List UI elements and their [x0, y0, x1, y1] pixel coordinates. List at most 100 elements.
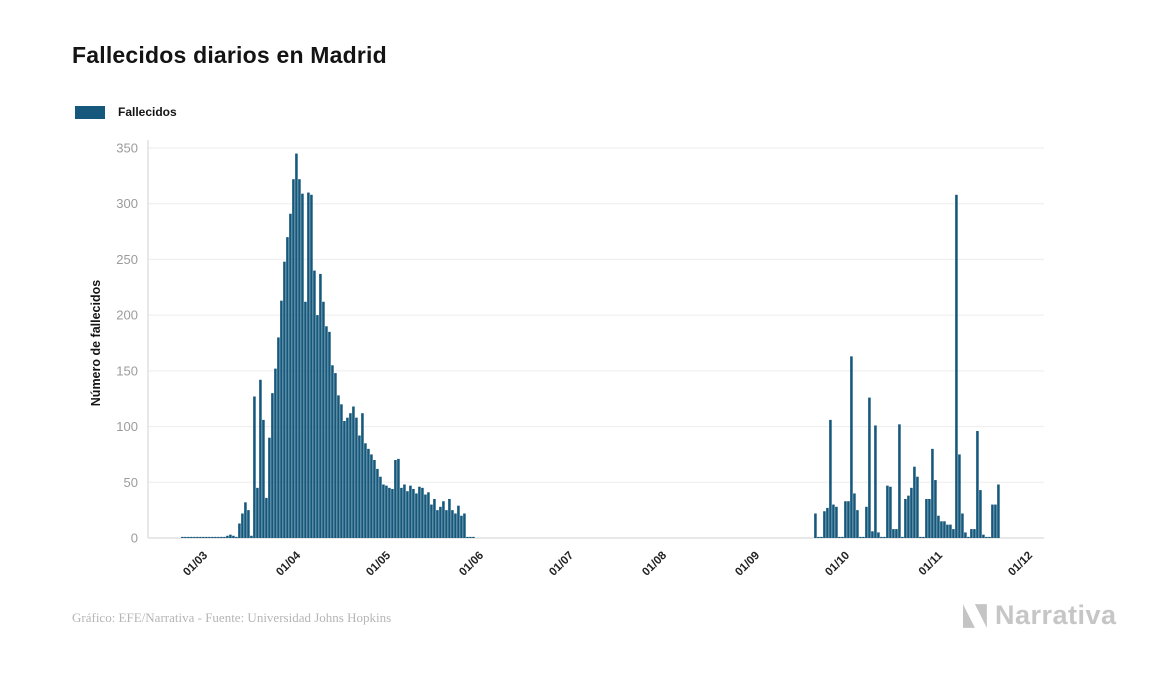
bar — [211, 536, 214, 538]
x-tick: 01/10 — [823, 550, 852, 579]
bar — [850, 356, 853, 538]
bar — [352, 406, 355, 538]
bar — [817, 536, 820, 538]
bar — [871, 531, 874, 538]
bar — [823, 511, 826, 538]
bar — [877, 532, 880, 538]
bar — [295, 153, 298, 538]
bar — [952, 529, 955, 538]
bar — [841, 536, 844, 538]
bar — [937, 515, 940, 538]
bar — [457, 505, 460, 538]
bar — [307, 192, 310, 538]
x-tick-label: 01/10 — [823, 550, 852, 579]
bar — [283, 261, 286, 538]
bar — [247, 510, 250, 538]
bar — [313, 270, 316, 538]
bar — [862, 536, 865, 538]
x-tick: 01/04 — [274, 549, 303, 578]
bar — [253, 396, 256, 538]
bar — [235, 536, 238, 538]
bar — [337, 395, 340, 538]
bar — [298, 179, 301, 538]
bar — [364, 443, 367, 538]
bar — [304, 301, 307, 538]
bar — [895, 529, 898, 538]
bar — [250, 535, 253, 538]
x-tick-label: 01/07 — [547, 550, 576, 579]
bar — [880, 536, 883, 538]
bar — [328, 331, 331, 538]
bar — [448, 499, 451, 538]
y-tick-label: 350 — [116, 141, 138, 156]
bar — [256, 487, 259, 538]
bar — [847, 501, 850, 538]
bar — [310, 194, 313, 539]
bar — [982, 534, 985, 538]
bar — [949, 524, 952, 538]
bar — [940, 521, 943, 538]
bar — [979, 490, 982, 538]
x-tick-label: 01/08 — [640, 549, 669, 578]
x-tick-label: 01/12 — [1006, 550, 1035, 579]
bar — [400, 487, 403, 538]
bar — [280, 300, 283, 538]
bar — [859, 536, 862, 538]
bar — [898, 424, 901, 538]
bar — [184, 536, 187, 538]
bar — [334, 373, 337, 538]
bar — [226, 535, 229, 538]
legend-swatch — [75, 105, 105, 119]
bar — [934, 480, 937, 538]
x-tick-label: 01/09 — [733, 550, 762, 579]
bar — [466, 536, 469, 538]
bar — [451, 510, 454, 538]
bar — [463, 513, 466, 538]
bar — [214, 536, 217, 538]
bar — [832, 504, 835, 538]
y-axis-title: Número de fallecidos — [89, 280, 103, 406]
bar — [340, 404, 343, 538]
bar — [316, 315, 319, 538]
narrativa-logo-text: Narrativa — [995, 600, 1117, 630]
bar — [931, 448, 934, 538]
x-tick: 01/07 — [547, 550, 576, 579]
bar — [835, 506, 838, 538]
bar — [403, 484, 406, 538]
bar — [997, 484, 1000, 538]
bar — [916, 476, 919, 538]
bar — [238, 523, 241, 538]
bar — [391, 488, 394, 538]
bar — [883, 536, 886, 538]
y-tick-label: 100 — [116, 419, 138, 434]
bar — [325, 326, 328, 538]
bar — [907, 495, 910, 538]
bar — [829, 419, 832, 538]
legend: Fallecidos — [75, 105, 177, 119]
y-tick-label: 150 — [116, 363, 138, 378]
bar — [277, 337, 280, 538]
bar — [994, 504, 997, 538]
bar — [886, 485, 889, 538]
bar — [223, 536, 226, 538]
x-tick: 01/12 — [1006, 550, 1035, 579]
bar — [274, 368, 277, 538]
y-tick-label: 250 — [116, 252, 138, 267]
bar — [925, 499, 928, 538]
bar — [958, 454, 961, 538]
bar — [856, 510, 859, 538]
x-tick: 01/06 — [457, 550, 486, 579]
bar — [208, 536, 211, 538]
bar — [913, 466, 916, 538]
bar — [232, 535, 235, 538]
bar — [424, 494, 427, 538]
bar — [205, 536, 208, 538]
bar — [970, 529, 973, 538]
bar — [889, 486, 892, 538]
x-tick-label: 01/06 — [457, 550, 486, 579]
bar — [919, 536, 922, 538]
chart-title: Fallecidos diarios en Madrid — [72, 42, 387, 68]
bar — [868, 397, 871, 538]
bar — [343, 421, 346, 538]
bar — [820, 536, 823, 538]
